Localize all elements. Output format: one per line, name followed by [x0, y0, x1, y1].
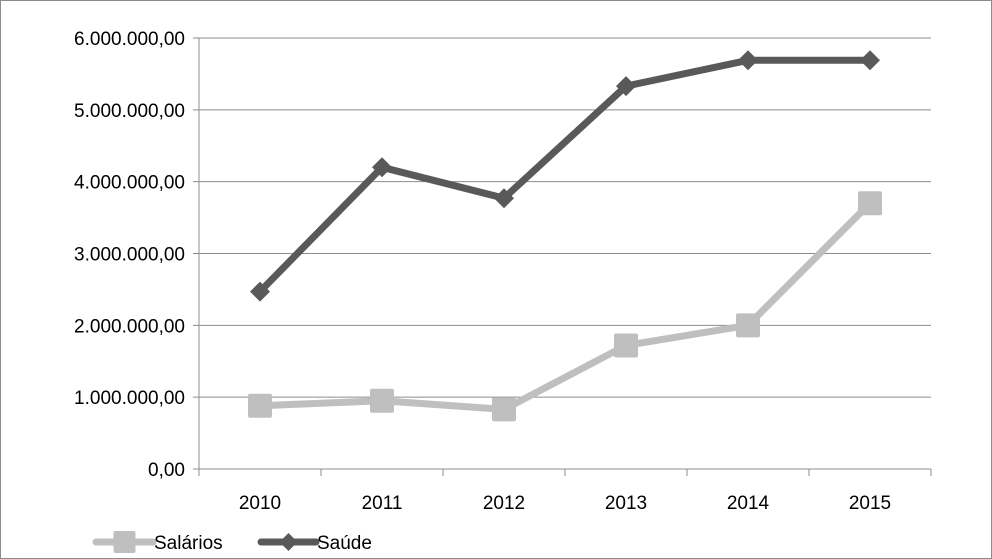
y-tick-label: 4.000.000,00: [74, 173, 185, 194]
series-salarios: [248, 191, 882, 422]
axes: [193, 38, 932, 476]
data-point: [616, 76, 636, 97]
x-tick-label: 2012: [483, 493, 525, 514]
legend-label: Salários: [154, 533, 223, 554]
y-tick-label: 6.000.000,00: [74, 29, 185, 50]
series-line: [256, 199, 874, 413]
data-point: [738, 50, 758, 71]
y-axis-tick-labels: 0,00 1.000.000,00 2.000.000,00 3.000.000,00…: [74, 29, 185, 481]
x-tick-label: 2014: [727, 493, 770, 514]
data-point: [248, 393, 272, 418]
series-line: [256, 56, 874, 296]
x-axis-tick-labels: 2010 2011 2012 2013 2014 2015: [239, 493, 891, 514]
y-tick-label: 3.000.000,00: [74, 245, 185, 266]
x-tick-label: 2015: [849, 493, 891, 514]
x-tick-label: 2013: [605, 493, 647, 514]
legend-swatch-marker: [279, 533, 298, 551]
data-point: [614, 333, 638, 358]
y-tick-label: 5.000.000,00: [74, 101, 185, 122]
legend-label: Saúde: [317, 533, 372, 554]
y-tick-label: 0,00: [148, 460, 185, 481]
data-point: [494, 188, 514, 209]
legend: Salários Saúde: [92, 531, 372, 554]
x-tick-label: 2011: [362, 493, 403, 514]
data-point: [858, 191, 882, 216]
y-tick-label: 2.000.000,00: [74, 316, 185, 337]
data-point: [736, 313, 760, 338]
data-point: [492, 397, 516, 422]
data-point: [370, 388, 394, 413]
legend-swatch-marker: [113, 531, 136, 553]
legend-item: Saúde: [257, 533, 372, 554]
x-tick-label: 2010: [239, 493, 281, 514]
series-layer: [248, 50, 882, 422]
gridlines: [193, 37, 931, 398]
legend-item: Salários: [92, 531, 223, 554]
series-saude: [250, 50, 880, 302]
data-point: [860, 50, 880, 71]
data-point: [372, 157, 392, 178]
y-tick-label: 1.000.000,00: [74, 388, 185, 409]
data-point: [250, 281, 270, 302]
